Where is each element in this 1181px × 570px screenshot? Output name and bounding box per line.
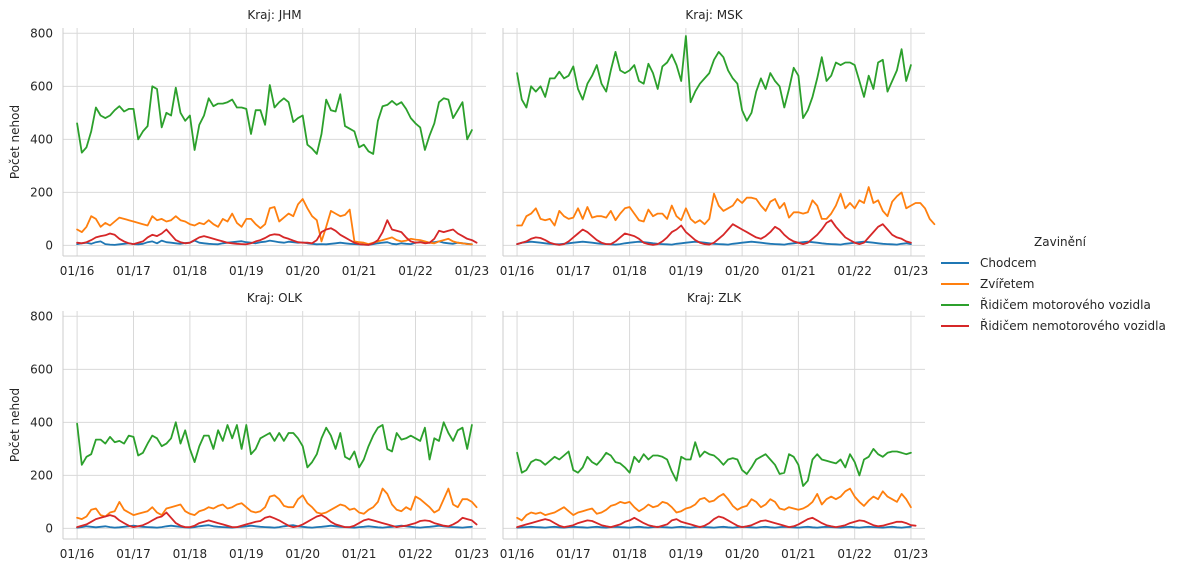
series-line bbox=[76, 198, 473, 246]
y-tick-label: 800 bbox=[30, 309, 53, 323]
series-line bbox=[516, 186, 936, 227]
x-tick-label: 01/17 bbox=[556, 264, 591, 278]
series-line bbox=[76, 239, 473, 246]
series-line bbox=[516, 441, 912, 487]
y-tick-label: 400 bbox=[30, 415, 53, 429]
x-tick-label: 01/23 bbox=[894, 264, 929, 278]
y-tick-label: 0 bbox=[45, 521, 53, 535]
series-line bbox=[516, 219, 912, 246]
y-tick-label: 800 bbox=[30, 26, 53, 40]
y-tick-label: 600 bbox=[30, 362, 53, 376]
x-tick-label: 01/17 bbox=[116, 264, 151, 278]
x-tick-label: 01/20 bbox=[725, 264, 760, 278]
x-tick-label: 01/16 bbox=[500, 264, 535, 278]
x-tick-label: 01/18 bbox=[612, 547, 647, 561]
x-tick-label: 01/19 bbox=[229, 547, 264, 561]
x-tick-label: 01/17 bbox=[116, 547, 151, 561]
x-tick-label: 01/20 bbox=[725, 547, 760, 561]
legend-label: Řidičem nemotorového vozidla bbox=[980, 318, 1166, 333]
x-tick-label: 01/20 bbox=[285, 547, 320, 561]
y-axis-title: Počet nehod bbox=[8, 388, 22, 462]
x-tick-label: 01/21 bbox=[781, 547, 816, 561]
y-tick-label: 200 bbox=[30, 185, 53, 199]
facet-panel: Kraj: JHM 01/16 01/17 01/18 01/19 01/20 01/21 0… bbox=[8, 8, 489, 278]
facet-title: Kraj: OLK bbox=[247, 291, 303, 305]
y-tick-label: 400 bbox=[30, 132, 53, 146]
legend-title: Zavinění bbox=[1034, 235, 1087, 249]
series-line bbox=[516, 487, 912, 522]
x-tick-label: 01/17 bbox=[556, 547, 591, 561]
x-tick-label: 01/22 bbox=[837, 547, 872, 561]
series-line bbox=[516, 240, 912, 246]
series-line bbox=[516, 525, 912, 529]
series-line bbox=[516, 35, 912, 122]
series-line bbox=[76, 511, 478, 528]
x-tick-label: 01/16 bbox=[60, 264, 95, 278]
facet-title: Kraj: MSK bbox=[685, 8, 743, 22]
x-tick-label: 01/18 bbox=[612, 264, 647, 278]
y-tick-label: 200 bbox=[30, 468, 53, 482]
facet-panel: Kraj: MSK 01/16 01/17 01/18 01/19 01/20 01/21 0… bbox=[500, 8, 936, 278]
x-tick-label: 01/22 bbox=[398, 547, 433, 561]
series-line bbox=[76, 84, 473, 155]
legend: Zavinění Chodcem Zvířetem Řidičem motorové… bbox=[941, 235, 1166, 333]
x-tick-label: 01/21 bbox=[342, 547, 377, 561]
x-tick-label: 01/21 bbox=[342, 264, 377, 278]
series-line bbox=[76, 421, 473, 469]
series-line bbox=[516, 515, 917, 528]
x-tick-label: 01/18 bbox=[173, 264, 208, 278]
x-tick-label: 01/16 bbox=[60, 547, 95, 561]
x-tick-label: 01/19 bbox=[229, 264, 264, 278]
x-tick-label: 01/23 bbox=[894, 547, 929, 561]
facet-panel: Kraj: OLK 01/16 01/17 01/18 01/19 01/20 01/21 0… bbox=[8, 291, 489, 561]
legend-label: Zvířetem bbox=[980, 277, 1035, 291]
x-tick-label: 01/22 bbox=[837, 264, 872, 278]
y-tick-label: 600 bbox=[30, 79, 53, 93]
x-tick-label: 01/23 bbox=[455, 264, 490, 278]
x-tick-label: 01/16 bbox=[500, 547, 535, 561]
legend-label: Řidičem motorového vozidla bbox=[980, 297, 1151, 312]
legend-label: Chodcem bbox=[980, 256, 1037, 270]
y-axis-title: Počet nehod bbox=[8, 105, 22, 179]
x-tick-label: 01/23 bbox=[455, 547, 490, 561]
facet-title: Kraj: ZLK bbox=[687, 291, 742, 305]
x-tick-label: 01/19 bbox=[669, 264, 704, 278]
x-tick-label: 01/19 bbox=[669, 547, 704, 561]
facet-panel: Kraj: ZLK 01/16 01/17 01/18 01/19 01/20 01/21 0… bbox=[500, 291, 928, 561]
x-tick-label: 01/21 bbox=[781, 264, 816, 278]
series-line bbox=[76, 487, 478, 520]
x-tick-label: 01/22 bbox=[398, 264, 433, 278]
y-tick-label: 0 bbox=[45, 238, 53, 252]
series-line bbox=[76, 219, 478, 246]
x-tick-label: 01/20 bbox=[285, 264, 320, 278]
facet-title: Kraj: JHM bbox=[247, 8, 301, 22]
x-tick-label: 01/18 bbox=[173, 547, 208, 561]
